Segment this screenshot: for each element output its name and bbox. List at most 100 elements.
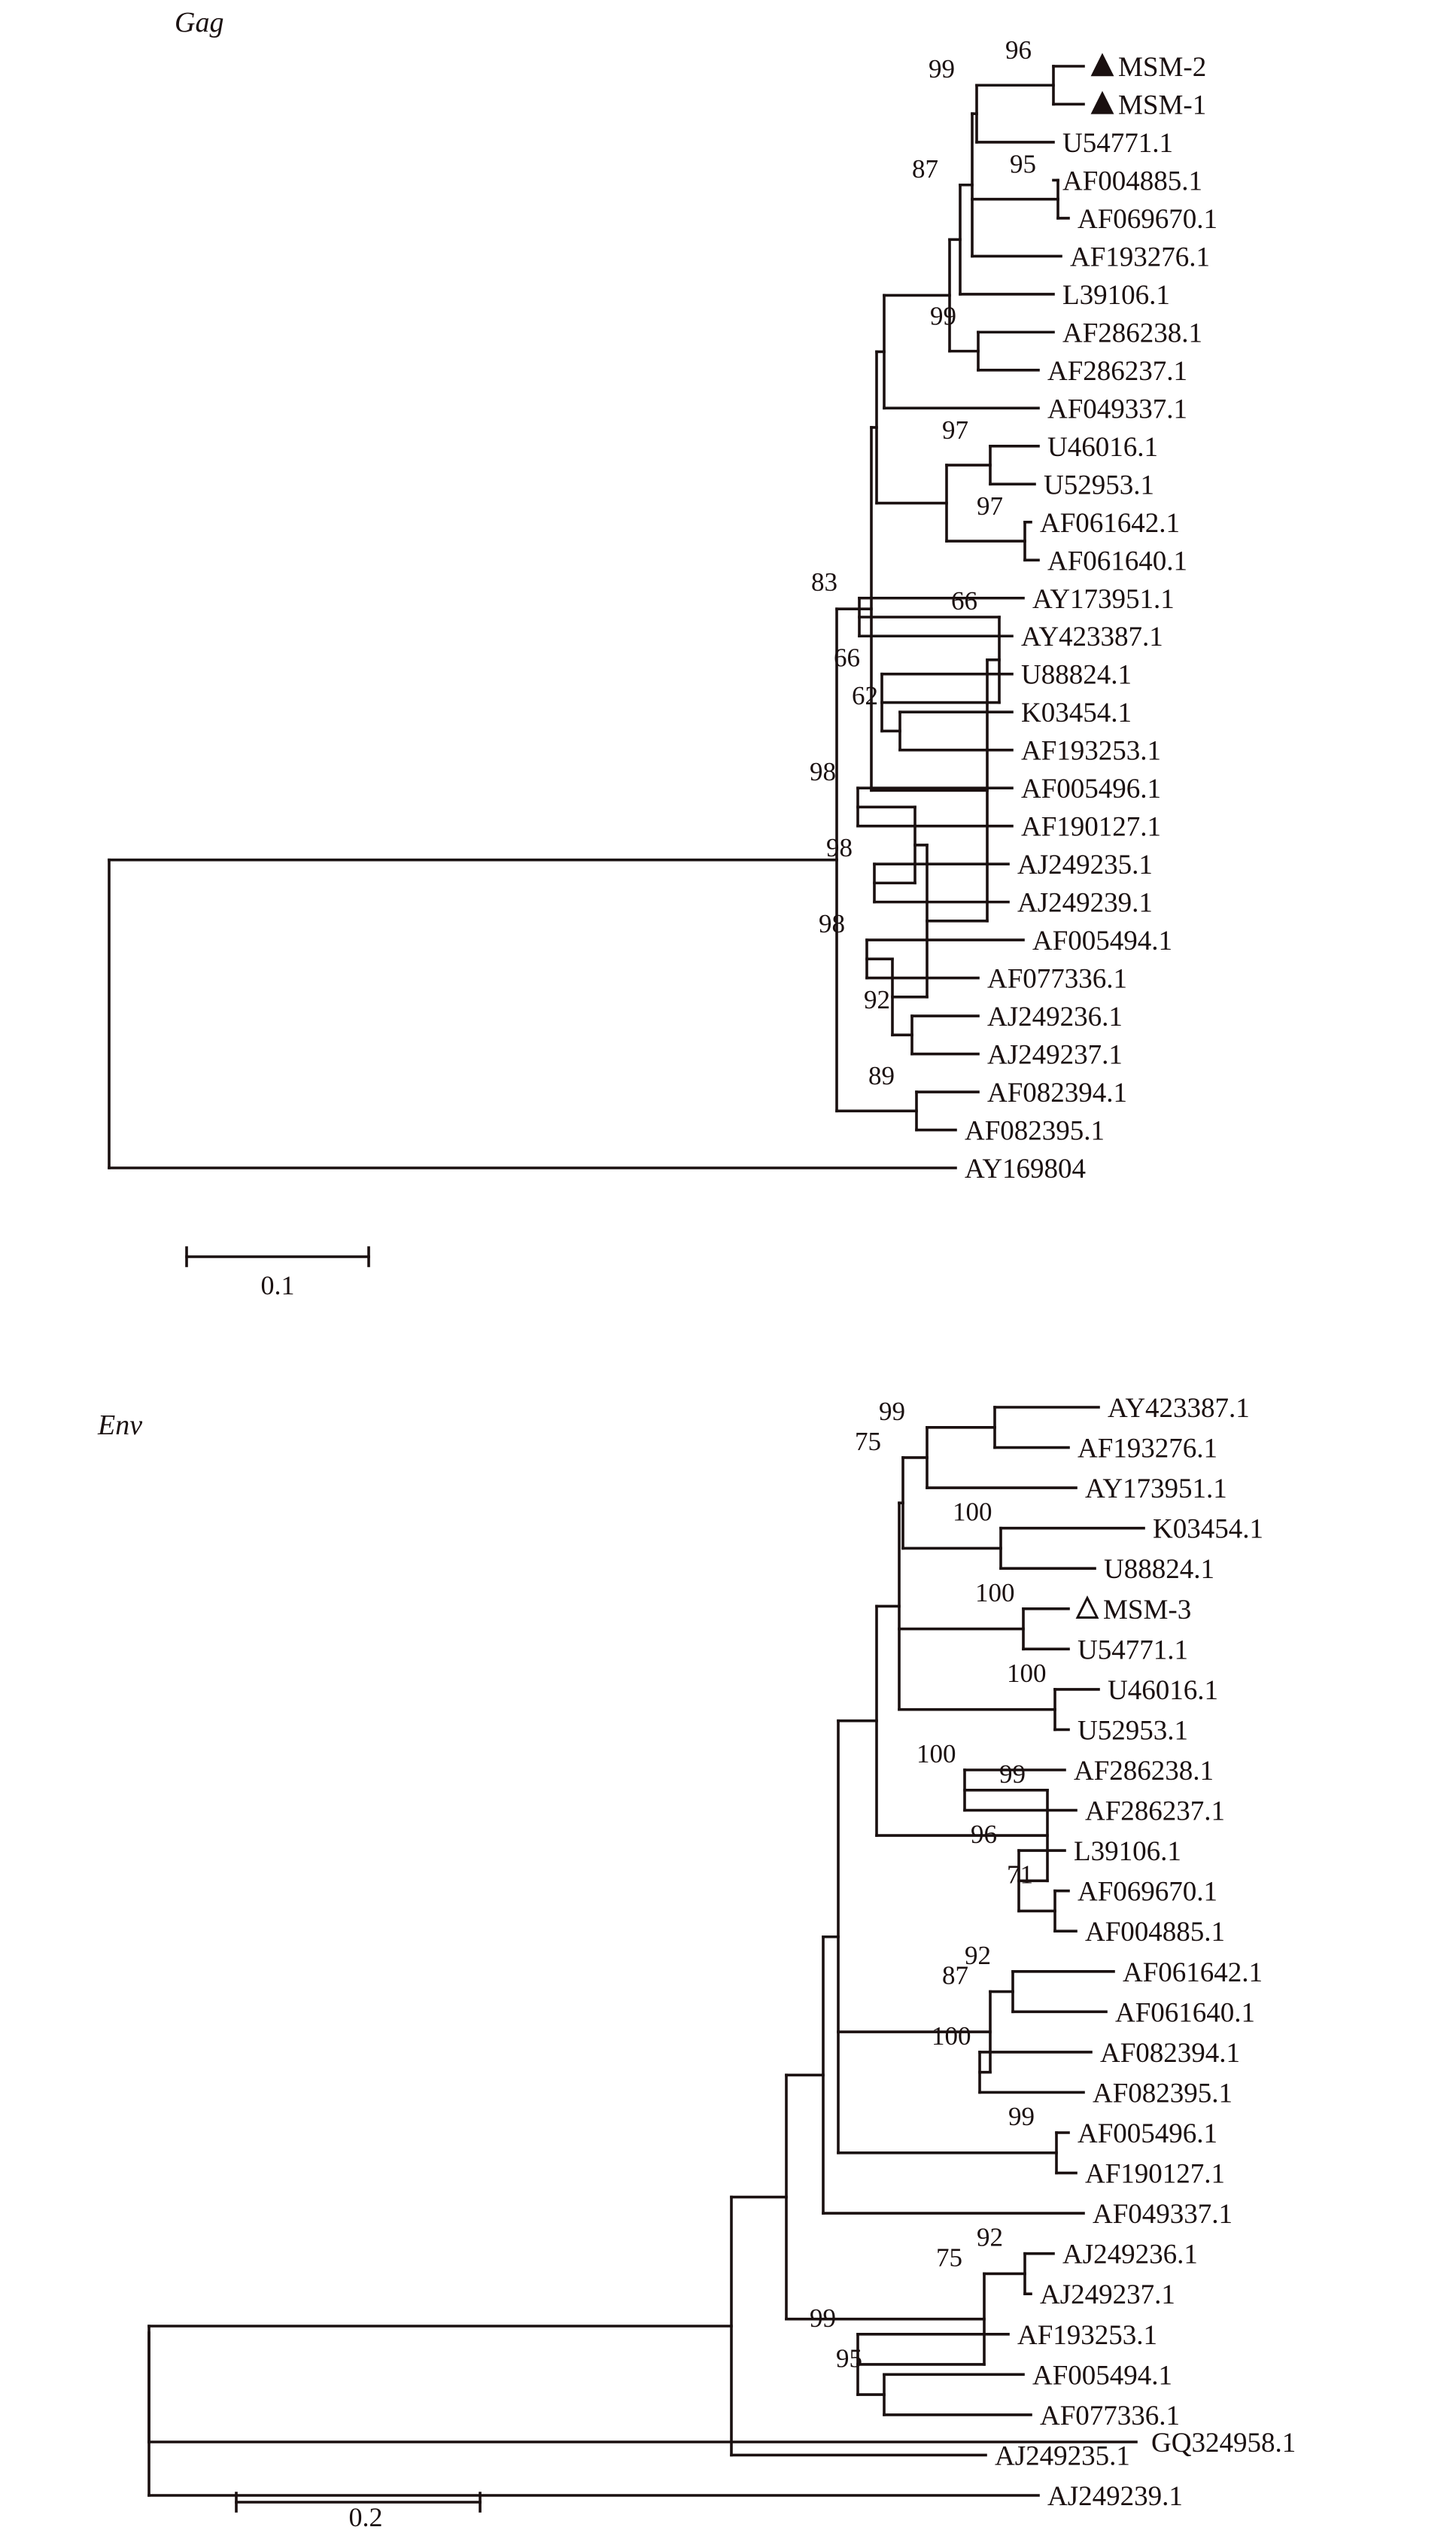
env-tree-labels: 991007510010010071969992100879992959975A…	[810, 1393, 1296, 2512]
gag-leaf-af005496-1: AF005496.1	[1021, 774, 1161, 804]
env-bootstrap-value: 100	[916, 1739, 956, 1768]
gag-leaf-u88824-1: U88824.1	[1021, 660, 1132, 691]
gag-filled-triangle-marker-icon	[1090, 53, 1114, 77]
env-leaf-aj249239-1: AJ249239.1	[1047, 2481, 1183, 2512]
gag-leaf-af049337-1: AF049337.1	[1047, 394, 1187, 424]
gag-panel-title: Gag	[175, 7, 223, 38]
gag-leaf-aj249237-1: AJ249237.1	[987, 1040, 1123, 1071]
gag-bootstrap-value: 66	[951, 586, 977, 616]
env-bootstrap-value: 99	[999, 1759, 1026, 1789]
env-bootstrap-value: 100	[1007, 1659, 1047, 1688]
gag-bootstrap-value: 89	[868, 1061, 895, 1090]
gag-leaf-ay173951-1: AY173951.1	[1032, 584, 1175, 615]
env-leaf-af082394-1: AF082394.1	[1100, 2038, 1240, 2069]
env-leaf-u46016-1: U46016.1	[1108, 1675, 1218, 1706]
env-leaf-l39106-1: L39106.1	[1074, 1836, 1181, 1867]
gag-bootstrap-value: 97	[942, 415, 968, 445]
env-bootstrap-value: 87	[942, 1961, 968, 1990]
gag-leaf-af082395-1: AF082395.1	[965, 1116, 1105, 1147]
env-bootstrap-value: 100	[953, 1498, 992, 1527]
gag-tree-branches	[108, 65, 1085, 1169]
gag-bootstrap-value: 96	[1005, 35, 1032, 65]
env-leaf-af005494-1: AF005494.1	[1032, 2360, 1172, 2391]
env-bootstrap-value: 100	[975, 1578, 1015, 1607]
env-leaf-af082395-1: AF082395.1	[1093, 2078, 1233, 2109]
gag-bootstrap-value: 66	[834, 643, 860, 673]
env-tree-branches	[147, 1406, 1145, 2497]
gag-leaf-k03454-1: K03454.1	[1021, 698, 1132, 728]
gag-leaf-af193276-1: AF193276.1	[1070, 242, 1210, 272]
env-bootstrap-value: 99	[1008, 2102, 1035, 2131]
gag-bootstrap-value: 95	[1010, 149, 1036, 178]
env-leaf-u52953-1: U52953.1	[1078, 1715, 1188, 1746]
gag-leaf-u46016-1: U46016.1	[1047, 432, 1158, 463]
env-leaf-af049337-1: AF049337.1	[1093, 2199, 1233, 2230]
gag-tree-panel: Gag 96 99 95 87 99 97 97 83 62 66 66 98 98 98 92 89 MSM-…	[108, 7, 1217, 1300]
gag-leaf-af286237-1: AF286237.1	[1047, 356, 1187, 387]
env-bootstrap-value: 99	[879, 1397, 905, 1426]
gag-bootstrap-value: 98	[826, 833, 853, 862]
env-leaf-af286237-1: AF286237.1	[1085, 1796, 1225, 1827]
env-leaf-aj249235-1: AJ249235.1	[995, 2440, 1130, 2471]
env-leaf-aj249237-1: AJ249237.1	[1040, 2279, 1175, 2310]
env-leaf-af286238-1: AF286238.1	[1074, 1756, 1214, 1787]
env-leaf-af190127-1: AF190127.1	[1085, 2159, 1225, 2190]
gag-leaf-af286238-1: AF286238.1	[1062, 318, 1202, 348]
env-leaf-ay173951-1: AY173951.1	[1085, 1473, 1227, 1504]
gag-filled-triangle-marker-icon	[1090, 90, 1114, 114]
gag-leaf-af069670-1: AF069670.1	[1078, 204, 1217, 235]
gag-bootstrap-value: 87	[912, 154, 938, 184]
env-leaf-u54771-1: U54771.1	[1078, 1634, 1188, 1665]
gag-leaf-af061640-1: AF061640.1	[1047, 546, 1187, 576]
gag-bootstrap-value: 99	[930, 301, 956, 330]
env-leaf-aj249236-1: AJ249236.1	[1062, 2240, 1198, 2270]
gag-bootstrap-value: 98	[810, 757, 836, 786]
gag-leaf-l39106-1: L39106.1	[1062, 280, 1170, 311]
env-leaf-af069670-1: AF069670.1	[1078, 1877, 1217, 1908]
env-bootstrap-value: 96	[971, 1820, 997, 1849]
env-bootstrap-value: 100	[932, 2021, 971, 2051]
gag-bootstrap-value: 92	[864, 985, 890, 1014]
env-leaf-af004885-1: AF004885.1	[1085, 1917, 1225, 1948]
env-scale-bar: 0.2	[235, 2492, 482, 2530]
env-bootstrap-value: 92	[977, 2223, 1003, 2252]
env-leaf-msm-3: MSM-3	[1103, 1595, 1191, 1625]
gag-leaf-aj249236-1: AJ249236.1	[987, 1002, 1123, 1032]
gag-scale-bar-label: 0.1	[261, 1270, 295, 1300]
env-leaf-af005496-1: AF005496.1	[1078, 2118, 1217, 2149]
gag-leaf-aj249235-1: AJ249235.1	[1017, 850, 1153, 880]
gag-leaf-af193253-1: AF193253.1	[1021, 736, 1161, 767]
gag-bootstrap-value: 62	[852, 681, 878, 710]
env-bootstrap-value: 75	[855, 1427, 881, 1456]
gag-leaf-af077336-1: AF077336.1	[987, 964, 1127, 995]
gag-leaf-u54771-1: U54771.1	[1062, 128, 1173, 159]
env-bootstrap-value: 75	[936, 2243, 962, 2272]
env-leaf-af077336-1: AF077336.1	[1040, 2401, 1180, 2431]
env-leaf-gq324958-1: GQ324958.1	[1151, 2428, 1296, 2459]
gag-leaf-ay169804: AY169804	[965, 1154, 1086, 1184]
gag-tree-labels: 96 99 95 87 99 97 97 83 62 66 66 98 98 98 92 89 MSM-2 MSM…	[810, 35, 1217, 1184]
gag-leaf-msm-2: MSM-2	[1118, 52, 1206, 83]
env-leaf-af193276-1: AF193276.1	[1078, 1434, 1217, 1464]
gag-bootstrap-value: 99	[929, 54, 955, 84]
env-leaf-af193253-1: AF193253.1	[1017, 2320, 1157, 2351]
gag-leaf-af082394-1: AF082394.1	[987, 1078, 1127, 1108]
env-tree-panel: Env 991007510010010071969992100879992959…	[97, 1393, 1296, 2530]
env-leaf-ay423387-1: AY423387.1	[1108, 1393, 1250, 1424]
gag-leaf-af061642-1: AF061642.1	[1040, 508, 1180, 539]
gag-leaf-u52953-1: U52953.1	[1044, 470, 1154, 500]
gag-leaf-ay423387-1: AY423387.1	[1021, 622, 1163, 652]
env-bootstrap-value: 92	[965, 1941, 991, 1970]
gag-leaf-af190127-1: AF190127.1	[1021, 812, 1161, 843]
env-scale-bar-label: 0.2	[349, 2502, 383, 2530]
env-open-triangle-marker-icon	[1075, 1595, 1099, 1619]
env-leaf-u88824-1: U88824.1	[1104, 1554, 1214, 1585]
gag-bootstrap-value: 83	[811, 567, 837, 597]
env-leaf-k03454-1: K03454.1	[1153, 1514, 1263, 1545]
env-leaf-af061642-1: AF061642.1	[1123, 1957, 1263, 1988]
gag-scale-bar: 0.1	[185, 1246, 370, 1300]
env-panel-title: Env	[97, 1409, 142, 1441]
gag-bootstrap-value: 98	[819, 909, 845, 938]
gag-bootstrap-value: 97	[977, 491, 1003, 521]
